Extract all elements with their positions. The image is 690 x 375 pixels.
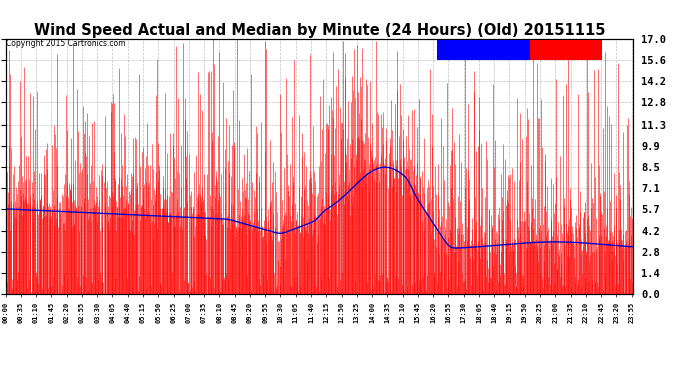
Text: Median (mph): Median (mph) <box>439 46 504 55</box>
Text: Wind  (mph): Wind (mph) <box>532 46 591 55</box>
Title: Wind Speed Actual and Median by Minute (24 Hours) (Old) 20151115: Wind Speed Actual and Median by Minute (… <box>34 23 605 38</box>
Text: Copyright 2015 Cartronics.com: Copyright 2015 Cartronics.com <box>6 39 125 48</box>
